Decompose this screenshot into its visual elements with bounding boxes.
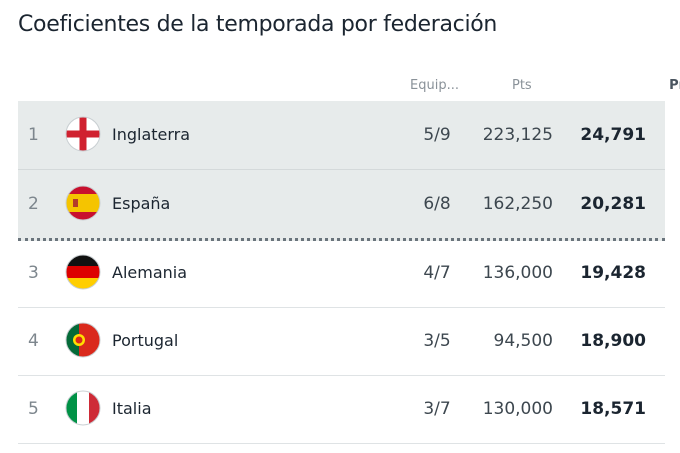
table-row[interactable]: 3 Alemania 4/7 136,000 19,428: [18, 239, 665, 308]
team-name: Inglaterra: [112, 125, 191, 144]
teams: 5/9: [423, 125, 451, 145]
teams: 4/7: [423, 263, 451, 283]
rank: 1: [28, 125, 39, 145]
team-name: España: [112, 194, 171, 213]
average: 24,791: [580, 125, 646, 145]
points: 223,125: [482, 125, 553, 145]
team-name: Alemania: [112, 263, 188, 282]
points: 130,000: [482, 399, 553, 419]
points: 162,250: [482, 194, 553, 214]
rank: 2: [28, 194, 39, 214]
column-header[interactable]: Pro: [669, 78, 680, 93]
flag: [65, 390, 101, 426]
column-header[interactable]: Pts: [512, 78, 532, 93]
flag: [65, 254, 101, 290]
teams: 3/5: [423, 331, 451, 351]
table-row[interactable]: 4 Portugal 3/5 94,500 18,900: [18, 307, 665, 376]
team-name: Portugal: [112, 331, 179, 350]
rank: 3: [28, 263, 39, 283]
points: 94,500: [493, 331, 553, 351]
average: 18,900: [580, 331, 646, 351]
average: 19,428: [580, 263, 646, 283]
teams: 6/8: [423, 194, 451, 214]
average: 20,281: [580, 194, 646, 214]
flag: [65, 116, 101, 152]
table-row[interactable]: 2 España 6/8 162,250 20,281: [18, 170, 665, 241]
column-header[interactable]: Equip...: [410, 78, 459, 93]
teams: 3/7: [423, 399, 451, 419]
table-row[interactable]: 5 Italia 3/7 130,000 18,571: [18, 375, 665, 444]
team-name: Italia: [112, 399, 152, 418]
rank: 5: [28, 399, 39, 419]
flag: [65, 322, 101, 358]
table-row[interactable]: 1 Inglaterra 5/9 223,125 24,791: [18, 101, 665, 170]
average: 18,571: [580, 399, 646, 419]
rank: 4: [28, 331, 39, 351]
flag: [65, 185, 101, 221]
title: Coeficientes de la temporada por federac…: [18, 12, 498, 37]
points: 136,000: [482, 263, 553, 283]
